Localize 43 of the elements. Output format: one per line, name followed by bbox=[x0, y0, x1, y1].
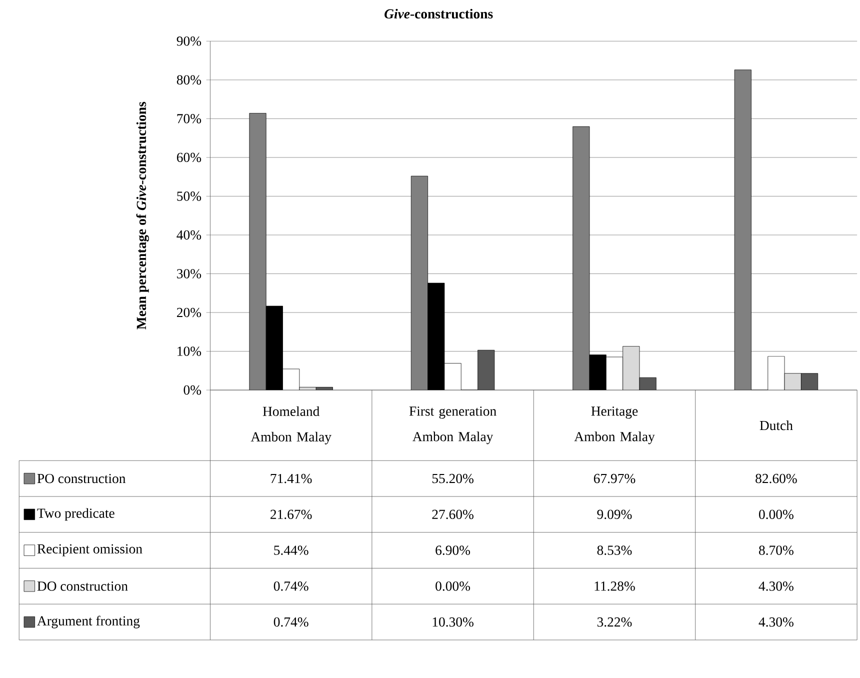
data-label: 71.41% bbox=[270, 474, 312, 484]
data-label: 82.60% bbox=[756, 474, 797, 484]
data-label: 0.00% bbox=[436, 581, 470, 591]
y-tick-label: 80% bbox=[176, 75, 202, 84]
data-label: 55.20% bbox=[432, 474, 474, 484]
legend-label: Two predicate bbox=[37, 508, 114, 521]
bar bbox=[622, 346, 640, 390]
y-tick-label: 0% bbox=[184, 385, 202, 395]
data-label: 4.30% bbox=[758, 617, 794, 627]
legend-label: Recipient omission bbox=[37, 544, 142, 556]
data-label: 67.97% bbox=[594, 474, 636, 484]
data-label: 0.00% bbox=[759, 510, 794, 519]
y-tick-label: 70% bbox=[177, 114, 202, 124]
x-tick-label: Homeland Ambon Malay bbox=[250, 406, 332, 444]
data-label: 10.30% bbox=[432, 617, 474, 627]
data-label: 8.53% bbox=[597, 546, 632, 555]
legend-label: Argument fronting bbox=[37, 616, 140, 628]
y-tick-label: 20% bbox=[176, 308, 202, 318]
x-tick-label: First generation Ambon Malay bbox=[409, 406, 496, 444]
y-tick-label: 30% bbox=[177, 269, 202, 278]
data-label: 9.09% bbox=[597, 510, 632, 519]
y-tick-label: 50% bbox=[177, 191, 202, 201]
data-label: 21.67% bbox=[270, 510, 312, 519]
data-label: 8.70% bbox=[759, 546, 794, 555]
y-tick-label: 10% bbox=[178, 346, 202, 356]
data-label: 5.44% bbox=[274, 546, 308, 555]
y-tick-label: 90% bbox=[176, 36, 202, 46]
data-label: 11.28% bbox=[594, 581, 635, 591]
y-tick-label: 40% bbox=[176, 230, 202, 240]
legend-label: DO construction bbox=[37, 581, 128, 591]
y-axis-title: Mean percentage of Give-constructions bbox=[136, 102, 149, 330]
data-label: 27.60% bbox=[432, 510, 474, 519]
x-tick-label: Heritage Ambon Malay bbox=[574, 406, 655, 444]
data-label: 0.74% bbox=[274, 581, 308, 591]
data-label: 4.30% bbox=[758, 581, 794, 591]
data-label: 6.90% bbox=[436, 546, 470, 555]
chart-title: Give-constructions bbox=[384, 8, 493, 18]
legend-label: PO construction bbox=[37, 474, 126, 484]
data-label: 3.22% bbox=[597, 617, 632, 627]
y-tick-label: 60% bbox=[176, 152, 202, 162]
data-label: 0.74% bbox=[274, 617, 308, 627]
bar bbox=[784, 373, 802, 390]
x-tick-label: Dutch bbox=[760, 420, 793, 430]
